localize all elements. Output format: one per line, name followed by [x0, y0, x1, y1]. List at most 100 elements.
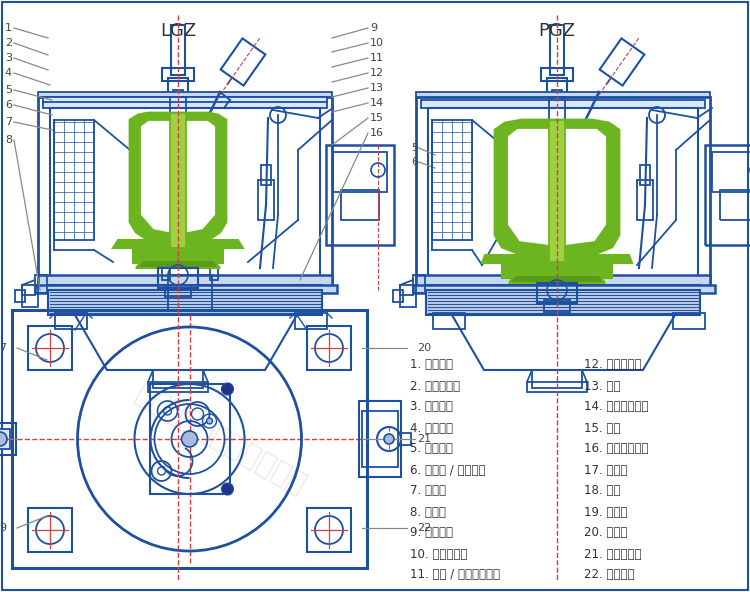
Text: 7. 减震器: 7. 减震器 — [410, 484, 446, 497]
Text: 5: 5 — [411, 143, 418, 153]
Text: 13. 电机: 13. 电机 — [584, 379, 620, 392]
Text: 7: 7 — [4, 117, 12, 127]
Bar — [166, 148, 190, 156]
Text: 14: 14 — [370, 98, 384, 108]
Bar — [545, 148, 569, 156]
Text: LGZ: LGZ — [160, 22, 196, 40]
Bar — [43, 100, 327, 108]
Bar — [502, 263, 612, 278]
Bar — [712, 152, 750, 192]
Bar — [258, 180, 274, 220]
Text: 19: 19 — [0, 523, 8, 533]
Circle shape — [221, 483, 233, 495]
Text: 20: 20 — [417, 343, 431, 353]
Bar — [48, 290, 322, 315]
Bar — [527, 382, 587, 392]
Bar — [22, 285, 38, 307]
Bar — [0, 429, 10, 449]
Text: 15: 15 — [370, 113, 384, 123]
Bar — [400, 285, 416, 307]
Text: 2: 2 — [4, 38, 12, 48]
Text: 20. 料位器: 20. 料位器 — [584, 526, 627, 539]
Bar — [307, 508, 351, 552]
Text: 5. 转鼓总成: 5. 转鼓总成 — [410, 442, 453, 455]
Bar — [38, 92, 332, 97]
Bar — [359, 401, 401, 477]
Bar — [426, 285, 700, 305]
Bar — [307, 326, 351, 370]
Bar — [158, 268, 198, 288]
Text: 18: 18 — [0, 434, 8, 444]
Bar — [153, 370, 203, 388]
Bar — [362, 411, 398, 467]
Bar — [537, 283, 577, 303]
Bar — [12, 310, 367, 568]
Bar — [15, 290, 25, 302]
Circle shape — [182, 431, 197, 447]
Text: 13: 13 — [370, 83, 384, 93]
Text: 21. 防暴照明灯: 21. 防暴照明灯 — [584, 548, 641, 561]
Polygon shape — [482, 255, 632, 263]
Bar — [161, 268, 170, 280]
Text: 1: 1 — [5, 23, 12, 33]
Text: 19. 排液管: 19. 排液管 — [584, 506, 628, 519]
Bar — [637, 180, 653, 220]
Bar — [549, 120, 565, 262]
Bar — [547, 78, 567, 94]
Bar — [413, 275, 425, 293]
Bar — [341, 190, 379, 220]
Bar — [38, 275, 332, 287]
Bar — [549, 97, 565, 152]
Bar — [38, 97, 332, 282]
Text: PGZ: PGZ — [538, 22, 575, 40]
Bar — [28, 508, 72, 552]
Bar — [720, 190, 750, 220]
Text: 10: 10 — [370, 38, 384, 48]
Bar — [209, 268, 218, 280]
Circle shape — [206, 418, 212, 424]
Text: 17: 17 — [0, 343, 8, 353]
Bar — [55, 313, 87, 329]
Bar — [149, 384, 230, 494]
Bar — [673, 313, 705, 329]
Bar — [168, 78, 188, 94]
Polygon shape — [113, 240, 243, 248]
Bar — [35, 275, 47, 293]
Text: 8. 出料口: 8. 出料口 — [410, 506, 446, 519]
Polygon shape — [507, 128, 607, 247]
Bar — [162, 68, 194, 81]
Text: 14. 传动带防护罩: 14. 传动带防护罩 — [584, 401, 649, 413]
Text: 3: 3 — [5, 53, 12, 63]
Bar — [170, 113, 186, 248]
Bar — [393, 290, 403, 302]
Polygon shape — [136, 260, 220, 268]
Text: 16: 16 — [370, 128, 384, 138]
Text: 11: 11 — [370, 53, 384, 63]
Bar — [541, 68, 573, 81]
Bar — [133, 248, 223, 263]
Bar — [173, 90, 183, 108]
Text: 22. 检修盖板: 22. 检修盖板 — [584, 568, 634, 581]
Polygon shape — [509, 275, 605, 283]
Bar — [54, 120, 94, 240]
Bar — [295, 313, 327, 329]
Bar — [167, 275, 211, 310]
Text: 12: 12 — [370, 68, 384, 78]
Bar — [426, 290, 700, 315]
Text: 6: 6 — [411, 157, 418, 167]
Text: 11. 气压 / 液压开盖装置: 11. 气压 / 液压开盖装置 — [410, 568, 500, 581]
Bar — [544, 300, 570, 312]
Bar — [0, 423, 16, 455]
Text: 5: 5 — [5, 85, 12, 95]
Circle shape — [221, 383, 233, 395]
Bar — [401, 433, 411, 445]
Bar — [28, 326, 72, 370]
Bar — [416, 92, 710, 97]
Bar — [640, 165, 650, 185]
Bar — [705, 145, 750, 245]
Bar — [550, 25, 564, 75]
Bar — [333, 152, 387, 192]
Bar — [165, 285, 191, 297]
Circle shape — [384, 434, 394, 444]
Bar — [416, 97, 710, 282]
